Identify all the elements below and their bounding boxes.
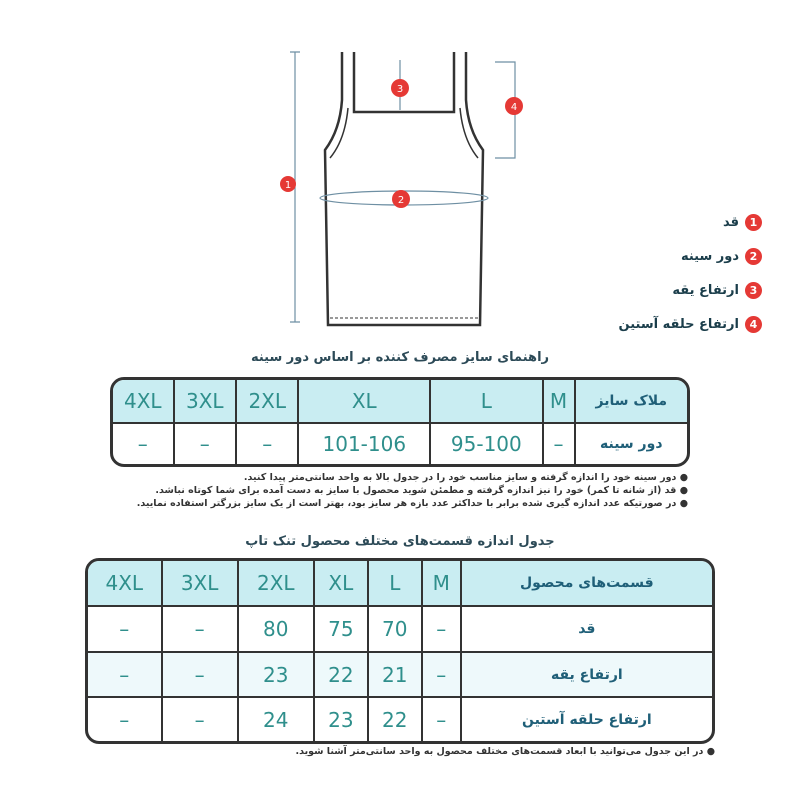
value-cell: 80 — [236, 606, 313, 653]
value-cell: 95-100 — [429, 423, 541, 464]
legend-item-collar: 3 ارتفاع یقه — [672, 282, 762, 299]
size-header: L — [429, 380, 542, 424]
size-header: XL — [312, 561, 367, 607]
legend-label: دور سینه — [680, 249, 739, 264]
size-header: 3XL — [172, 380, 235, 424]
size-header: 4XL — [88, 561, 161, 607]
value-cell: – — [235, 423, 297, 464]
size-header: M — [541, 380, 574, 424]
value-cell: – — [541, 423, 574, 464]
svg-text:4: 4 — [511, 102, 517, 113]
legend-label: قد — [722, 215, 739, 230]
header-row: ملاک سایز M L XL 2XL 3XL 4XL — [113, 380, 687, 424]
size-header: L — [366, 561, 421, 607]
legend-item-chest: 2 دور سینه — [681, 248, 762, 265]
table-row: ارتفاع حلقه آستین –22 23 24– – — [88, 698, 712, 741]
legend-item-armhole: 4 ارتفاع حلقه آستین — [619, 316, 762, 333]
value-cell: 21 — [366, 652, 421, 699]
header-label: قسمت‌های محصول — [459, 561, 712, 607]
size-header: XL — [297, 380, 430, 424]
legend-label: ارتفاع یقه — [672, 283, 739, 298]
row-label: ارتفاع حلقه آستین — [459, 698, 712, 741]
size-header: 2XL — [236, 561, 313, 607]
note: ● در صورتیکه عدد اندازه گیری شده برابر ب… — [136, 498, 688, 509]
size-header: M — [420, 561, 460, 607]
table2-title: جدول اندازه قسمت‌های مختلف محصول تنک تاپ — [245, 534, 555, 549]
table-row: قد –70 75 80– – — [88, 606, 712, 653]
header-row: قسمت‌های محصول M L XL 2XL 3XL 4XL — [88, 561, 712, 607]
svg-text:1: 1 — [285, 180, 291, 191]
row-label: دور سینه — [573, 423, 687, 464]
value-cell: 22 — [312, 652, 367, 699]
value-cell: – — [160, 606, 237, 653]
value-cell: 22 — [366, 698, 421, 741]
value-cell: 101-106 — [297, 423, 429, 464]
table-row: دور سینه –95-100 101-106– – – — [113, 423, 687, 464]
value-cell: 24 — [236, 698, 313, 741]
table-row: ارتفاع یقه –21 22 23– – — [88, 652, 712, 699]
value-cell: – — [119, 707, 130, 732]
marker-3-icon: 3 — [745, 282, 762, 299]
legend-item-height: 1 قد — [723, 214, 762, 231]
table2-notes: ● در این جدول می‌توانید با ابعاد قسمت‌ها… — [295, 746, 716, 757]
note: ● دور سینه خود را اندازه گرفته و سایز من… — [243, 472, 688, 483]
value-cell: – — [420, 652, 460, 699]
marker-1-icon: 1 — [745, 214, 762, 231]
value-cell: 23 — [312, 698, 367, 741]
header-label: ملاک سایز — [573, 380, 687, 424]
table1-title: راهنمای سایز مصرف کننده بر اساس دور سینه — [250, 350, 550, 365]
value-cell: – — [160, 698, 237, 741]
row-label: ارتفاع یقه — [459, 652, 712, 699]
svg-text:2: 2 — [398, 195, 404, 206]
marker-2-icon: 2 — [745, 248, 762, 265]
value-cell: – — [420, 606, 460, 653]
value-cell: – — [137, 431, 148, 456]
legend-label: ارتفاع حلقه آستین — [618, 317, 739, 332]
value-cell: 23 — [236, 652, 313, 699]
size-header: 2XL — [235, 380, 298, 424]
value-cell: 75 — [312, 606, 367, 653]
value-cell: – — [88, 652, 161, 699]
size-header: 3XL — [160, 561, 237, 607]
value-cell: – — [88, 607, 161, 653]
value-cell: – — [160, 652, 237, 699]
tank-top-diagram: 1 2 3 4 — [280, 51, 523, 327]
row-label: قد — [459, 606, 712, 653]
value-cell: 70 — [366, 606, 421, 653]
value-cell: – — [172, 423, 235, 464]
value-cell: – — [420, 698, 460, 741]
markers: 1 2 3 4 — [280, 79, 523, 208]
chest-size-table: ملاک سایز M L XL 2XL 3XL 4XL دور سینه –95-100 101… — [110, 377, 690, 467]
size-header: 4XL — [113, 380, 173, 424]
note: ● قد (از شانه تا کمر) خود را نیز اندازه … — [155, 485, 688, 496]
table1-notes: ● دور سینه خود را اندازه گرفته و سایز من… — [0, 471, 688, 510]
product-measurements-table: قسمت‌های محصول M L XL 2XL 3XL 4XL قد –70 75 80– – ار… — [85, 558, 715, 744]
svg-text:3: 3 — [397, 84, 403, 95]
marker-4-icon: 4 — [745, 316, 762, 333]
tank-top-outline — [323, 52, 485, 327]
